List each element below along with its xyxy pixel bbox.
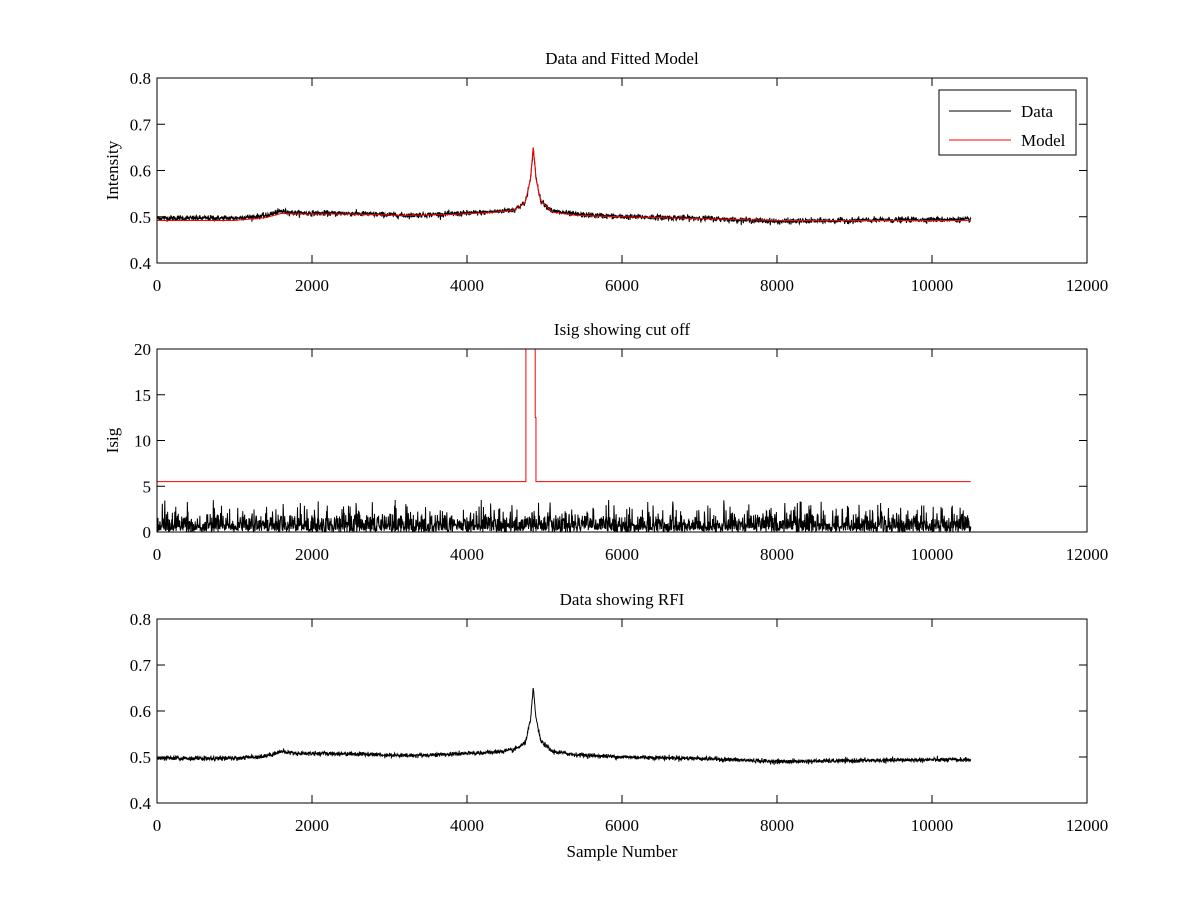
y-tick-label: 0.4 [130,254,152,273]
x-tick-label: 10000 [911,816,954,835]
x-tick-label: 12000 [1066,276,1109,295]
y-tick-label: 10 [134,432,151,451]
y-axis-label: Intensity [103,140,122,200]
model-line [157,147,971,221]
x-tick-label: 6000 [605,816,639,835]
x-tick-label: 12000 [1066,816,1109,835]
y-axis-label: Isig [103,427,122,453]
x-tick-label: 8000 [760,545,794,564]
x-tick-label: 0 [153,545,162,564]
cutoff-line [157,349,971,483]
chart-panel-2: 0 2000 4000 6000 8000 10000 12000 0 5 10 15 20 Isig … [103,320,1108,564]
x-tick-label: 4000 [450,276,484,295]
y-tick-label: 20 [134,340,151,359]
y-tick-label: 15 [134,386,151,405]
chart-title: Data and Fitted Model [545,49,699,68]
legend-box [938,89,1077,156]
legend-label-model: Model [1021,131,1066,150]
chart-title: Data showing RFI [560,590,685,609]
chart-panel-1: 0 2000 4000 6000 8000 10000 12000 0.4 0.5 0.6 0.7 0… [103,49,1108,295]
x-tick-label: 12000 [1066,545,1109,564]
y-tick-label: 0.6 [130,162,151,181]
chart-panel-3: 0 2000 4000 6000 8000 10000 12000 0.4 0.5 0.6 0.7 0… [130,590,1109,861]
x-tick-label: 10000 [911,545,954,564]
y-tick-label: 0.8 [130,69,151,88]
series-group [157,688,972,765]
y-tick-label: 0.5 [130,748,151,767]
series-group [157,147,972,226]
y-tick-label: 0.4 [130,794,152,813]
x-tick-label: 0 [153,816,162,835]
y-tick-label: 0.7 [130,656,152,675]
x-tick-label: 8000 [760,276,794,295]
x-tick-label: 4000 [450,816,484,835]
y-tick-label: 0.7 [130,115,152,134]
x-tick-label: 0 [153,276,162,295]
y-tick-label: 0.5 [130,208,151,227]
x-axis-label: Sample Number [567,842,678,861]
signal-line [157,688,972,765]
y-tick-label: 0 [143,523,152,542]
x-tick-label: 8000 [760,816,794,835]
legend-label-data: Data [1021,102,1054,121]
x-tick-label: 2000 [295,545,329,564]
series-group [157,349,972,532]
x-tick-label: 4000 [450,545,484,564]
legend: Data Model [938,89,1077,156]
chart-title: Isig showing cut off [554,320,690,339]
x-tick-label: 6000 [605,276,639,295]
x-tick-label: 2000 [295,276,329,295]
y-tick-label: 5 [143,477,152,496]
x-tick-label: 2000 [295,816,329,835]
signal-line [157,499,972,532]
x-tick-label: 6000 [605,545,639,564]
x-tick-label: 10000 [911,276,954,295]
y-tick-label: 0.8 [130,610,151,629]
y-tick-label: 0.6 [130,702,151,721]
